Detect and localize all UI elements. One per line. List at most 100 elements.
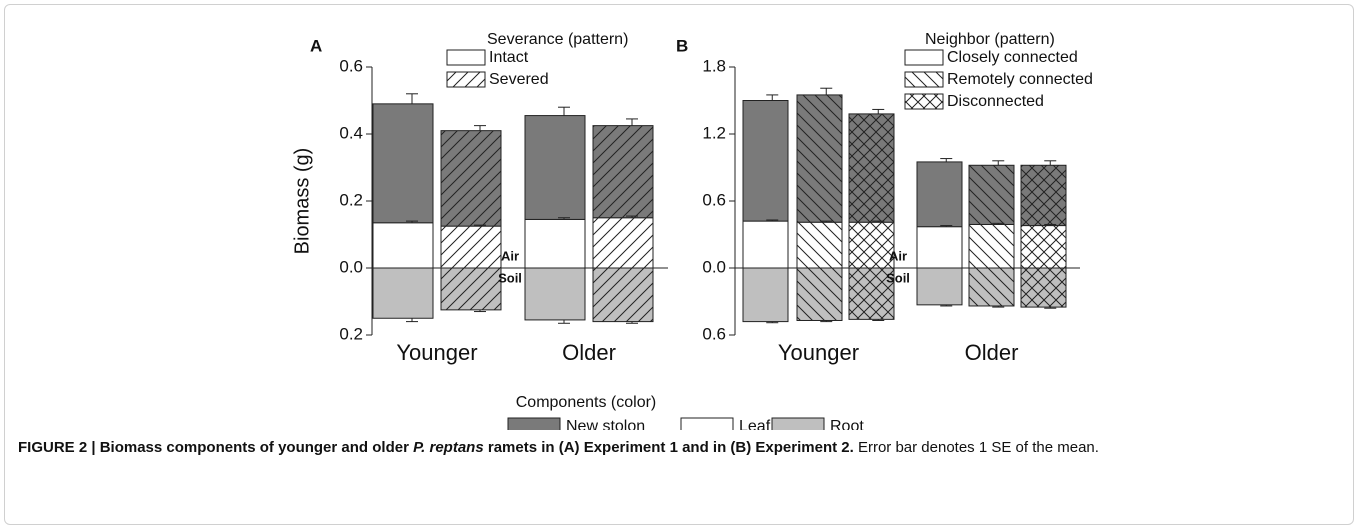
bar-segment [742,100,789,222]
bar-segment [742,220,789,269]
hatch [441,130,501,227]
panel-label: B [676,36,688,55]
error-bar [474,224,486,227]
bar-segment [916,267,963,306]
legend-label: New stolon [566,418,645,430]
hatch [797,94,842,223]
y-tick-label: 0.0 [339,257,363,276]
error-bar [626,118,638,126]
bar-segment [742,267,789,323]
hatch [1021,225,1066,268]
bar-segment [372,222,434,269]
legend-title: Severance (pattern) [487,31,628,48]
caption-part: P. reptans [413,439,484,456]
x-tick-label: Older [562,340,616,365]
error-bar [940,158,953,162]
error-bar [1044,307,1057,309]
error-bar [820,220,833,223]
error-bar [406,318,418,323]
hatch [1021,268,1066,308]
caption-part: FIGURE 2 | Biomass components of younger… [18,439,414,456]
error-bar [406,93,418,104]
y-tick-label: 0.6 [702,324,726,343]
error-bar [558,319,570,324]
caption-part: ramets in (A) Experiment 1 and in (B) Ex… [483,439,854,456]
legend-swatch [680,417,734,430]
error-bar [820,320,833,323]
legend-label: Root [830,418,864,430]
error-bar [992,222,1005,225]
hatch [441,268,501,310]
error-bar [940,304,953,307]
hatch [1021,165,1066,226]
bar-segment [524,115,586,220]
legend-swatch [507,417,561,430]
error-bar [766,94,779,101]
legend-swatch [771,417,825,430]
y-tick-label: 0.6 [339,56,363,75]
error-bar [872,220,885,223]
bar-segment [524,267,586,321]
hatch [904,93,944,110]
legend-swatch [904,49,944,66]
hatch [446,71,486,88]
error-bar [940,225,953,227]
legend-title: Components (color) [516,394,657,411]
y-tick-label: 0.0 [702,257,726,276]
x-tick-label: Younger [396,340,477,365]
legend-label: Intact [489,49,529,66]
y-tick-label: 0.2 [339,324,363,343]
bar-segment [916,161,963,228]
hatch [593,217,653,268]
error-bar [406,220,418,223]
error-bar [766,321,779,324]
caption: FIGURE 2 | Biomass components of younger… [18,432,1338,464]
caption-part: Error bar denotes 1 SE of the mean. [853,439,1099,456]
air-label: Air [889,248,907,263]
legend-title: Neighbor (pattern) [925,31,1055,48]
y-tick-label: 1.2 [702,123,726,142]
error-bar [992,160,1005,166]
y-tick-label: 1.8 [702,56,726,75]
error-bar [820,87,833,95]
figure: Components (color) New stolon Leaf Root A Bio… [291,31,1093,430]
hatch [849,113,894,223]
hatch [969,165,1014,225]
x-tick-label: Younger [778,340,859,365]
legend-label: Leaf [739,418,771,430]
figure-frame [4,4,1354,525]
legend-label: Remotely connected [947,71,1093,88]
error-bar [992,305,1005,308]
panel-label: A [310,36,322,55]
error-bar [1044,223,1057,226]
error-bar [474,125,486,131]
legend-label: Severed [489,71,549,88]
legend-label: Disconnected [947,93,1044,110]
x-tick-label: Older [965,340,1019,365]
error-bar [766,219,779,222]
hatch [969,268,1014,306]
hatch [904,71,944,88]
bar-segment [372,267,434,319]
hatch [441,226,501,268]
legend-swatch [446,49,486,66]
y-axis-title: Biomass (g) [291,148,313,255]
y-tick-label: 0.2 [339,190,363,209]
hatch [849,222,894,268]
hatch [797,222,842,268]
error-bar [626,215,638,218]
hatch [593,268,653,322]
hatch [849,268,894,320]
soil-label: Soil [886,270,910,285]
error-bar [558,106,570,116]
y-tick-label: 0.6 [702,190,726,209]
error-bar [1044,160,1057,166]
hatch [593,125,653,218]
hatch [797,268,842,321]
error-bar [626,321,638,324]
soil-label: Soil [498,270,522,285]
error-bar [474,309,486,313]
error-bar [872,108,885,114]
y-tick-label: 0.4 [339,123,363,142]
